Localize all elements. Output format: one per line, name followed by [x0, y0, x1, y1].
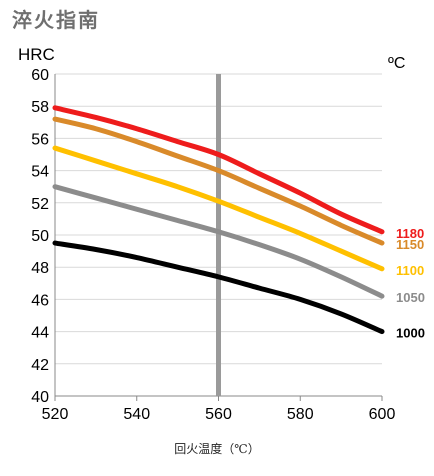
x-tick-label: 520 — [42, 406, 69, 423]
series-line-1000 — [52, 240, 385, 335]
series-line-1050 — [52, 184, 385, 299]
y-tick-label: 54 — [31, 164, 49, 181]
y-tick-label: 48 — [31, 260, 49, 277]
series-label-1050: 1050 — [396, 290, 425, 305]
series-label-unit: ºC — [388, 55, 405, 72]
series-label-1150: 1150 — [396, 237, 424, 252]
series-line-1100 — [52, 145, 385, 272]
x-tick-label: 560 — [205, 406, 232, 423]
x-tick-label: 580 — [287, 406, 314, 423]
y-tick-label: 52 — [31, 196, 49, 213]
y-tick-label: 46 — [31, 292, 49, 309]
y-tick-label: 60 — [31, 67, 49, 84]
y-tick-label: 42 — [31, 357, 49, 374]
series-label-1100: 1100 — [396, 263, 424, 278]
series-label-1000: 1000 — [396, 326, 425, 341]
series-label-1180: 1180 — [396, 226, 424, 241]
page-title: 淬火指南 — [12, 8, 100, 32]
y-tick-label: 56 — [31, 131, 49, 148]
series-layer — [52, 105, 385, 335]
series-line-1180 — [52, 105, 385, 235]
series-line-1150 — [52, 116, 385, 246]
y-tick-label: 44 — [31, 325, 49, 342]
y-tick-label: 40 — [31, 389, 49, 406]
y-axis-title: HRC — [18, 45, 55, 64]
y-tick-label: 58 — [31, 99, 49, 116]
x-tick-label: 600 — [369, 406, 396, 423]
y-tick-label: 50 — [31, 228, 49, 245]
x-axis-title: 回火温度（℃） — [174, 442, 260, 456]
axis-layer: 40 42 44 46 48 50 52 54 56 58 60 520 540 560 580 600 HRC… — [18, 45, 405, 423]
x-tick-label: 540 — [123, 406, 150, 423]
